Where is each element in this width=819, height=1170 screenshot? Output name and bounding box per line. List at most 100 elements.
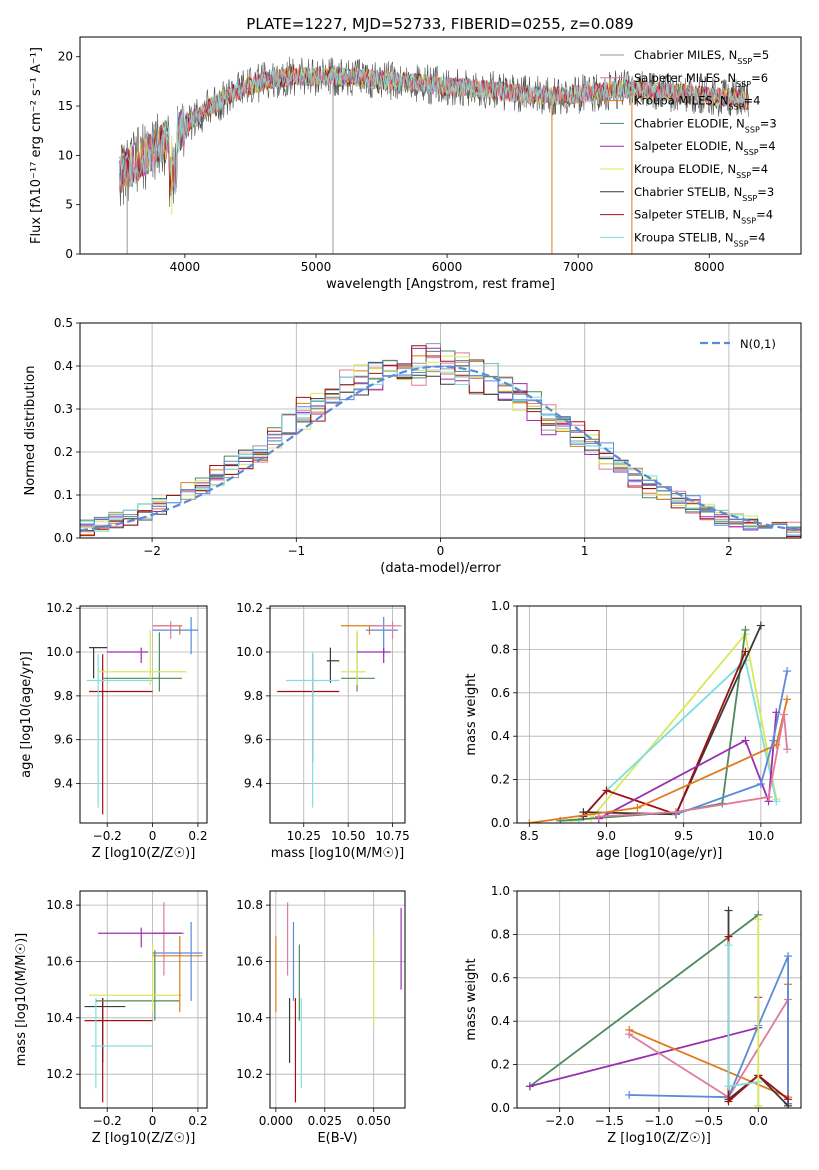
- x-axis-label: age [log10(age/yr)]: [596, 846, 723, 861]
- x-tick-label: 0.000: [259, 1114, 293, 1128]
- y-tick-label: 0.4: [54, 359, 73, 373]
- x-tick-label: 0: [437, 544, 445, 558]
- legend-entry: Chabrier ELODIE, NSSP=3: [634, 116, 777, 133]
- y-tick-label: 10.4: [46, 1011, 73, 1025]
- legend-entry: Kroupa STELIB, NSSP=4: [634, 230, 765, 248]
- y-tick-label: 0.2: [54, 445, 73, 459]
- figure-title: PLATE=1227, MJD=52733, FIBERID=0255, z=0…: [246, 15, 633, 33]
- plot-area: [86, 616, 198, 815]
- mass-weight-series-line: [529, 997, 760, 1088]
- x-axis-label: Z [log10(Z/Z☉)]: [92, 1131, 196, 1146]
- y-tick-label: 10.0: [236, 645, 263, 659]
- plot-area: [525, 906, 793, 1108]
- y-tick-label: 10.4: [236, 1011, 263, 1025]
- residuals-axes: −2 −1 0 1 2 0.0 0.1 0.2 0.3 0.4 0.5 (data-model)/er…: [23, 316, 802, 576]
- y-tick-label: 0.6: [491, 686, 510, 700]
- axes-frame: [79, 36, 802, 255]
- legend-entry: N(0,1): [740, 337, 776, 351]
- massweight-vs-z-axes: −2.0 −1.5 −1.0 −0.5 0.0 0.0 0.2 0.4 0.6 0.8 1.0 Z […: [464, 884, 802, 1146]
- y-axis-label: Flux [fλ10⁻¹⁷ erg cm⁻² s⁻¹ A⁻¹]: [29, 47, 44, 244]
- y-tick-label: 20: [58, 50, 73, 64]
- mass-weight-series-line: [598, 712, 778, 820]
- x-tick-label: 4000: [170, 260, 201, 274]
- legend-entry: Salpeter ELODIE, NSSP=4: [634, 139, 776, 157]
- x-tick-label: 8000: [694, 260, 725, 274]
- y-tick-label: 0.0: [54, 531, 73, 545]
- y-axis-label: Normed distribution: [23, 366, 38, 496]
- axes-frame: [269, 605, 406, 824]
- plot-area: [118, 56, 749, 254]
- mass-weight-series-line: [675, 670, 788, 816]
- y-tick-label: 0.2: [491, 1058, 510, 1072]
- y-tick-label: 15: [58, 99, 73, 113]
- x-tick-label: 1: [581, 544, 589, 558]
- y-tick-label: 10.8: [236, 898, 263, 912]
- y-tick-label: 5: [65, 198, 73, 212]
- x-tick-label: 5000: [301, 260, 332, 274]
- mass-weight-series-line: [560, 629, 747, 822]
- x-tick-label: −2.0: [545, 1114, 574, 1128]
- y-tick-label: 9.8: [244, 689, 263, 703]
- age-vs-mass-axes: 10.25 10.50 10.75 9.4 9.6 9.8 10.0 10.2 mass [lo…: [236, 601, 409, 861]
- x-tick-label: 9.0: [597, 829, 616, 843]
- x-tick-label: 0: [149, 1114, 157, 1128]
- y-tick-label: 10.6: [46, 954, 73, 968]
- axes-frame: [79, 890, 208, 1109]
- plot-area: [525, 621, 792, 823]
- plot-area: [275, 902, 402, 1103]
- plot-area: [277, 616, 402, 808]
- y-tick-label: 0.0: [491, 816, 510, 830]
- y-tick-label: 0.0: [491, 1101, 510, 1115]
- x-tick-label: −0.2: [93, 829, 122, 843]
- y-tick-label: 0.4: [491, 729, 510, 743]
- mass-weight-series-line: [529, 914, 759, 1088]
- spectrum-series-line: [118, 65, 749, 194]
- y-tick-label: 1.0: [491, 884, 510, 898]
- legend-entry: Salpeter MILES, NSSP=6: [634, 71, 768, 89]
- massweight-vs-age-axes: 8.5 9.0 9.5 10.0 0.0 0.2 0.4 0.6 0.8 1.0 age [log1…: [464, 599, 802, 861]
- y-tick-label: 0.6: [491, 971, 510, 985]
- x-tick-label: 10.25: [287, 829, 321, 843]
- legend-entry: Kroupa ELODIE, NSSP=4: [634, 162, 768, 180]
- spectrum-axes: 4000 5000 6000 7000 8000 0 5 10 15 20 wavelength […: [29, 36, 802, 292]
- mass-weight-series-line: [598, 714, 788, 818]
- axes-frame: [79, 322, 802, 539]
- y-tick-label: 10.6: [236, 954, 263, 968]
- x-tick-label: 0.2: [188, 829, 207, 843]
- axes-frame: [269, 890, 406, 1109]
- x-tick-label: 2: [725, 544, 733, 558]
- y-tick-label: 1.0: [491, 599, 510, 613]
- legend-entry: Kroupa MILES, NSSP=4: [634, 94, 760, 112]
- y-axis-label: mass weight: [464, 673, 479, 755]
- x-tick-label: −1: [287, 544, 305, 558]
- y-tick-label: 0.8: [491, 927, 510, 941]
- y-axis-label: mass weight: [464, 958, 479, 1040]
- x-tick-label: 0.2: [188, 1114, 207, 1128]
- y-tick-label: 0.2: [491, 773, 510, 787]
- x-tick-label: 6000: [432, 260, 463, 274]
- y-tick-label: 9.6: [54, 733, 73, 747]
- y-tick-label: 10.2: [236, 1067, 263, 1081]
- x-tick-label: 9.5: [674, 829, 693, 843]
- y-tick-label: 9.4: [54, 777, 73, 791]
- mass-weight-series-line: [529, 699, 788, 823]
- x-tick-label: 7000: [563, 260, 594, 274]
- y-tick-label: 10.2: [46, 1067, 73, 1081]
- y-tick-label: 10.0: [46, 645, 73, 659]
- y-tick-label: 10.2: [46, 601, 73, 615]
- age-vs-z-axes: −0.2 0 0.2 9.4 9.6 9.8 10.0 10.2 Z [log10(Z/Z☉)]…: [19, 601, 208, 861]
- normal-curve-line: [80, 365, 801, 532]
- axes-frame: [516, 890, 802, 1109]
- x-tick-label: −0.5: [694, 1114, 723, 1128]
- y-tick-label: 9.4: [244, 777, 263, 791]
- axes-frame: [516, 605, 802, 824]
- x-axis-label: wavelength [Angstrom, rest frame]: [326, 277, 555, 292]
- y-tick-label: 0.8: [491, 642, 510, 656]
- legend-entry: Salpeter STELIB, NSSP=4: [634, 208, 773, 226]
- x-tick-label: −0.2: [93, 1114, 122, 1128]
- y-tick-label: 0: [65, 247, 73, 261]
- x-tick-label: −2: [143, 544, 161, 558]
- x-tick-label: 10.75: [375, 829, 409, 843]
- x-axis-label: Z [log10(Z/Z☉)]: [607, 1131, 711, 1146]
- mass-vs-ebv-axes: 0.000 0.025 0.050 10.2 10.4 10.6 10.8 E(B-V): [236, 890, 406, 1146]
